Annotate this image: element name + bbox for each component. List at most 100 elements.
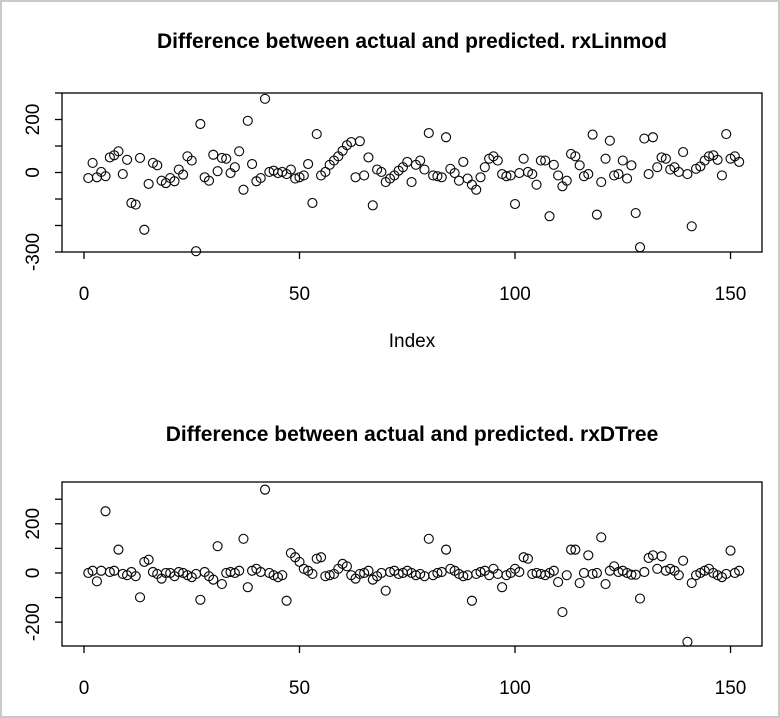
data-point — [311, 128, 322, 140]
data-point — [673, 570, 684, 581]
data-point — [303, 158, 314, 170]
data-point — [475, 172, 486, 183]
data-point — [216, 152, 227, 164]
data-point — [548, 565, 559, 576]
data-point — [212, 166, 223, 177]
data-point — [221, 153, 232, 164]
data-point — [660, 153, 671, 164]
data-point — [419, 164, 430, 175]
x-axis-tick-label: 0 — [79, 284, 90, 305]
data-point — [596, 176, 607, 188]
data-point — [609, 170, 620, 181]
data-point — [574, 577, 585, 589]
data-point — [553, 576, 564, 588]
data-point — [570, 544, 581, 555]
data-point — [208, 574, 219, 585]
data-point — [277, 570, 288, 581]
data-point — [432, 171, 443, 182]
data-point — [113, 544, 124, 555]
x-axis-tick-label: 150 — [715, 284, 747, 305]
data-point — [587, 568, 598, 580]
data-point — [591, 567, 602, 579]
plot1-area: 0 50 100 150 200 0 -300 — [23, 92, 763, 305]
data-point — [535, 155, 546, 166]
data-point — [393, 568, 404, 580]
data-point — [639, 133, 650, 144]
data-point — [574, 160, 585, 171]
data-point — [100, 506, 111, 517]
data-point — [466, 595, 477, 606]
data-point — [522, 553, 534, 564]
data-point — [169, 176, 180, 187]
data-point — [234, 146, 245, 157]
data-point — [432, 567, 443, 579]
data-point — [604, 135, 615, 146]
data-point — [462, 173, 473, 184]
plot2-area: 0 50 100 150 200 0 -200 — [23, 481, 763, 699]
data-point — [647, 132, 659, 143]
data-point — [596, 532, 607, 543]
data-point — [591, 209, 602, 220]
data-point — [359, 170, 370, 181]
data-point — [630, 207, 641, 219]
data-point — [518, 153, 529, 164]
data-point — [100, 171, 111, 182]
data-point — [208, 149, 219, 160]
data-point — [518, 552, 529, 563]
data-point — [453, 175, 465, 186]
data-point — [544, 211, 555, 222]
data-point — [238, 533, 249, 544]
data-point — [83, 172, 94, 184]
data-point — [565, 544, 577, 555]
data-point — [367, 200, 378, 211]
data-point — [600, 153, 611, 164]
data-point — [143, 178, 154, 189]
data-point — [436, 566, 447, 578]
data-point — [540, 155, 551, 166]
data-point — [449, 167, 460, 179]
data-point — [341, 561, 352, 572]
data-point — [501, 171, 512, 182]
data-point — [259, 93, 271, 104]
data-point — [242, 115, 253, 126]
data-point — [458, 156, 469, 167]
data-point — [686, 221, 697, 232]
data-point — [423, 127, 434, 139]
x-axis-tick-label: 100 — [499, 678, 531, 699]
data-point — [363, 152, 374, 163]
data-point — [587, 129, 598, 140]
data-point — [652, 563, 663, 574]
data-point — [91, 576, 102, 587]
data-point — [376, 166, 387, 178]
data-point — [281, 595, 292, 606]
data-point — [290, 173, 301, 184]
data-point — [678, 555, 689, 566]
data-point — [190, 246, 202, 257]
data-point — [578, 567, 590, 579]
y-axis-tick-label: -200 — [23, 603, 44, 641]
data-point — [259, 484, 271, 495]
data-point — [203, 175, 215, 186]
data-point — [415, 155, 426, 166]
data-point — [634, 242, 646, 253]
data-point — [509, 198, 521, 210]
data-point — [622, 173, 633, 184]
data-point — [234, 565, 245, 576]
data-point — [238, 184, 249, 195]
data-point — [639, 566, 650, 578]
data-point — [479, 162, 490, 173]
data-point — [87, 157, 98, 169]
data-point — [122, 154, 133, 165]
plot-box — [61, 92, 763, 253]
data-point — [682, 169, 693, 180]
data-point — [160, 567, 171, 579]
x-axis-tick-label: 0 — [79, 678, 90, 699]
data-point — [725, 545, 736, 556]
data-point — [440, 132, 452, 143]
data-point — [117, 169, 128, 180]
data-point — [173, 566, 184, 578]
data-point — [634, 593, 646, 604]
data-point — [497, 582, 508, 593]
